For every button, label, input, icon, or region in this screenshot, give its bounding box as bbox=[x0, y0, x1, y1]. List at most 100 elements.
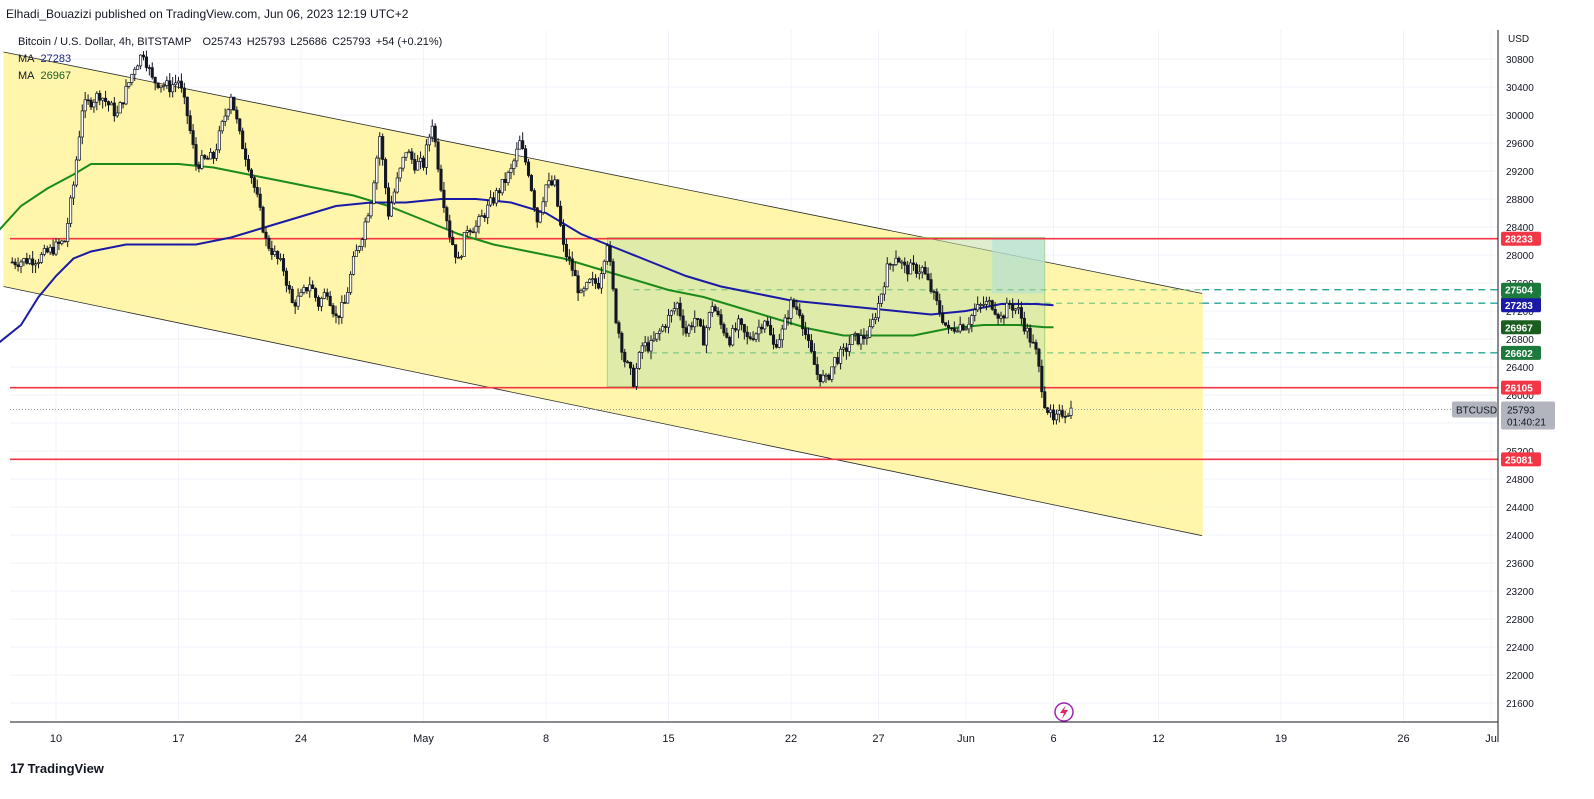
candle-body[interactable] bbox=[471, 231, 475, 234]
candle-body[interactable] bbox=[559, 205, 563, 226]
candle-body[interactable] bbox=[946, 324, 951, 329]
symbol-tag[interactable] bbox=[1452, 401, 1497, 418]
candle-body[interactable] bbox=[66, 223, 70, 242]
candle-body[interactable] bbox=[812, 351, 816, 365]
candle-body[interactable] bbox=[993, 308, 997, 315]
candle-body[interactable] bbox=[573, 269, 577, 277]
candle-body[interactable] bbox=[171, 84, 175, 93]
candle-body[interactable] bbox=[1016, 307, 1021, 310]
candle-body[interactable] bbox=[728, 337, 732, 346]
price-axis-tag[interactable] bbox=[1501, 452, 1541, 467]
candle-body[interactable] bbox=[757, 326, 761, 335]
candle-body[interactable] bbox=[617, 322, 621, 334]
candle-body[interactable] bbox=[556, 179, 560, 207]
candle-body[interactable] bbox=[526, 161, 531, 176]
candle-body[interactable] bbox=[929, 279, 933, 292]
candle-body[interactable] bbox=[133, 69, 137, 75]
candle-body[interactable] bbox=[859, 335, 863, 345]
candle-body[interactable] bbox=[897, 257, 901, 263]
candle-body[interactable] bbox=[238, 118, 242, 132]
candle-body[interactable] bbox=[532, 190, 536, 209]
candle-body[interactable] bbox=[60, 240, 64, 244]
candle-body[interactable] bbox=[372, 182, 376, 204]
candle-body[interactable] bbox=[949, 327, 953, 330]
candle-body[interactable] bbox=[42, 248, 46, 255]
candle-body[interactable] bbox=[118, 102, 122, 114]
candle-body[interactable] bbox=[22, 258, 26, 263]
candle-body[interactable] bbox=[141, 54, 146, 58]
candle-body[interactable] bbox=[203, 155, 207, 159]
candle-body[interactable] bbox=[1011, 303, 1015, 311]
candle-body[interactable] bbox=[139, 54, 143, 67]
candle-body[interactable] bbox=[95, 92, 99, 103]
candle-body[interactable] bbox=[287, 285, 291, 290]
candle-body[interactable] bbox=[911, 262, 916, 265]
candle-body[interactable] bbox=[340, 302, 344, 318]
candle-body[interactable] bbox=[1022, 317, 1026, 332]
candle-body[interactable] bbox=[961, 324, 965, 331]
candle-body[interactable] bbox=[74, 159, 78, 186]
candle-body[interactable] bbox=[433, 125, 437, 143]
candle-body[interactable] bbox=[185, 96, 189, 117]
candle-body[interactable] bbox=[783, 317, 787, 330]
candle-body[interactable] bbox=[1034, 342, 1038, 350]
candle-body[interactable] bbox=[941, 312, 945, 323]
candle-body[interactable] bbox=[489, 197, 493, 206]
candle-body[interactable] bbox=[459, 256, 463, 258]
last-price-tag[interactable] bbox=[1501, 401, 1555, 430]
candle-body[interactable] bbox=[806, 334, 811, 341]
candle-body[interactable] bbox=[375, 157, 379, 184]
candle-body[interactable] bbox=[430, 125, 434, 138]
candle-body[interactable] bbox=[655, 333, 659, 340]
candle-body[interactable] bbox=[439, 168, 443, 191]
candle-body[interactable] bbox=[483, 215, 487, 219]
candle-body[interactable] bbox=[89, 99, 93, 108]
candle-body[interactable] bbox=[1043, 391, 1047, 409]
candle-body[interactable] bbox=[346, 292, 350, 304]
candle-body[interactable] bbox=[944, 322, 948, 326]
candle-body[interactable] bbox=[824, 374, 828, 377]
candle-body[interactable] bbox=[69, 197, 73, 224]
candle-body[interactable] bbox=[821, 374, 825, 383]
candle-body[interactable] bbox=[561, 224, 566, 245]
candle-body[interactable] bbox=[293, 302, 297, 307]
candle-body[interactable] bbox=[162, 85, 166, 87]
candle-body[interactable] bbox=[314, 288, 318, 298]
candle-body[interactable] bbox=[474, 225, 478, 233]
candle-body[interactable] bbox=[669, 310, 673, 316]
candle-body[interactable] bbox=[1005, 302, 1009, 319]
candle-body[interactable] bbox=[879, 293, 883, 304]
candle-body[interactable] bbox=[39, 254, 43, 263]
candle-body[interactable] bbox=[862, 335, 866, 339]
candle-body[interactable] bbox=[579, 290, 583, 294]
candle-body[interactable] bbox=[748, 336, 752, 339]
candle-body[interactable] bbox=[156, 82, 160, 88]
candle-body[interactable] bbox=[51, 246, 55, 255]
candle-body[interactable] bbox=[241, 130, 245, 150]
candle-body[interactable] bbox=[261, 207, 265, 233]
range-box[interactable] bbox=[606, 237, 1046, 388]
candle-body[interactable] bbox=[115, 112, 119, 117]
candle-body[interactable] bbox=[63, 240, 67, 243]
candle-body[interactable] bbox=[413, 159, 417, 171]
candle-body[interactable] bbox=[646, 342, 650, 352]
legend-ma2-row[interactable]: MA 26967 bbox=[18, 68, 444, 85]
candle-body[interactable] bbox=[465, 230, 469, 233]
candle-body[interactable] bbox=[290, 288, 294, 303]
candle-body[interactable] bbox=[766, 320, 770, 326]
candle-body[interactable] bbox=[407, 151, 411, 154]
candle-body[interactable] bbox=[232, 96, 236, 111]
candle-body[interactable] bbox=[36, 262, 41, 265]
candle-body[interactable] bbox=[637, 352, 641, 369]
candle-body[interactable] bbox=[871, 319, 875, 328]
candle-body[interactable] bbox=[264, 231, 268, 239]
candle-body[interactable] bbox=[594, 278, 598, 284]
candle-body[interactable] bbox=[351, 255, 356, 275]
candle-body[interactable] bbox=[165, 80, 169, 86]
candle-body[interactable] bbox=[378, 136, 382, 159]
candle-body[interactable] bbox=[220, 120, 224, 132]
candle-body[interactable] bbox=[45, 248, 49, 253]
candle-body[interactable] bbox=[804, 328, 808, 335]
candle-body[interactable] bbox=[360, 239, 364, 247]
candle-body[interactable] bbox=[693, 318, 697, 328]
